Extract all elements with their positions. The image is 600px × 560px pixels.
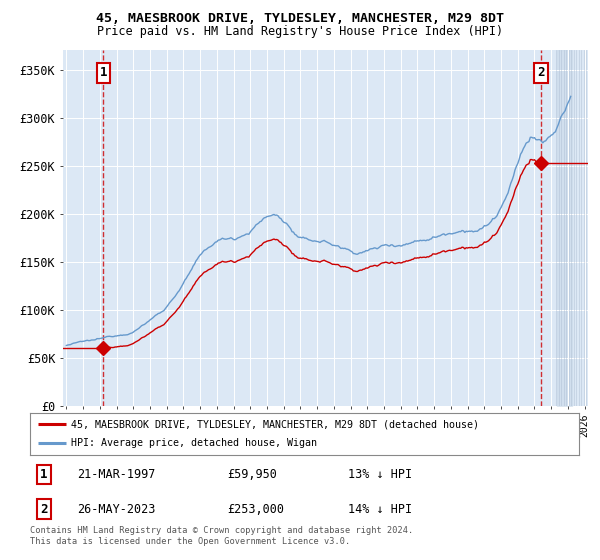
Text: 13% ↓ HPI: 13% ↓ HPI [349,468,413,481]
Text: Contains HM Land Registry data © Crown copyright and database right 2024.
This d: Contains HM Land Registry data © Crown c… [30,526,413,546]
Text: 21-MAR-1997: 21-MAR-1997 [77,468,155,481]
Text: 2: 2 [40,502,47,516]
Text: HPI: Average price, detached house, Wigan: HPI: Average price, detached house, Wiga… [71,438,317,449]
Text: 45, MAESBROOK DRIVE, TYLDESLEY, MANCHESTER, M29 8DT: 45, MAESBROOK DRIVE, TYLDESLEY, MANCHEST… [96,12,504,25]
Text: 2: 2 [538,67,545,80]
Text: 1: 1 [100,67,107,80]
Text: Price paid vs. HM Land Registry's House Price Index (HPI): Price paid vs. HM Land Registry's House … [97,25,503,38]
Text: £253,000: £253,000 [227,502,284,516]
Text: 14% ↓ HPI: 14% ↓ HPI [349,502,413,516]
Text: 45, MAESBROOK DRIVE, TYLDESLEY, MANCHESTER, M29 8DT (detached house): 45, MAESBROOK DRIVE, TYLDESLEY, MANCHEST… [71,419,479,429]
Text: 1: 1 [40,468,47,481]
Text: 26-MAY-2023: 26-MAY-2023 [77,502,155,516]
Text: £59,950: £59,950 [227,468,278,481]
